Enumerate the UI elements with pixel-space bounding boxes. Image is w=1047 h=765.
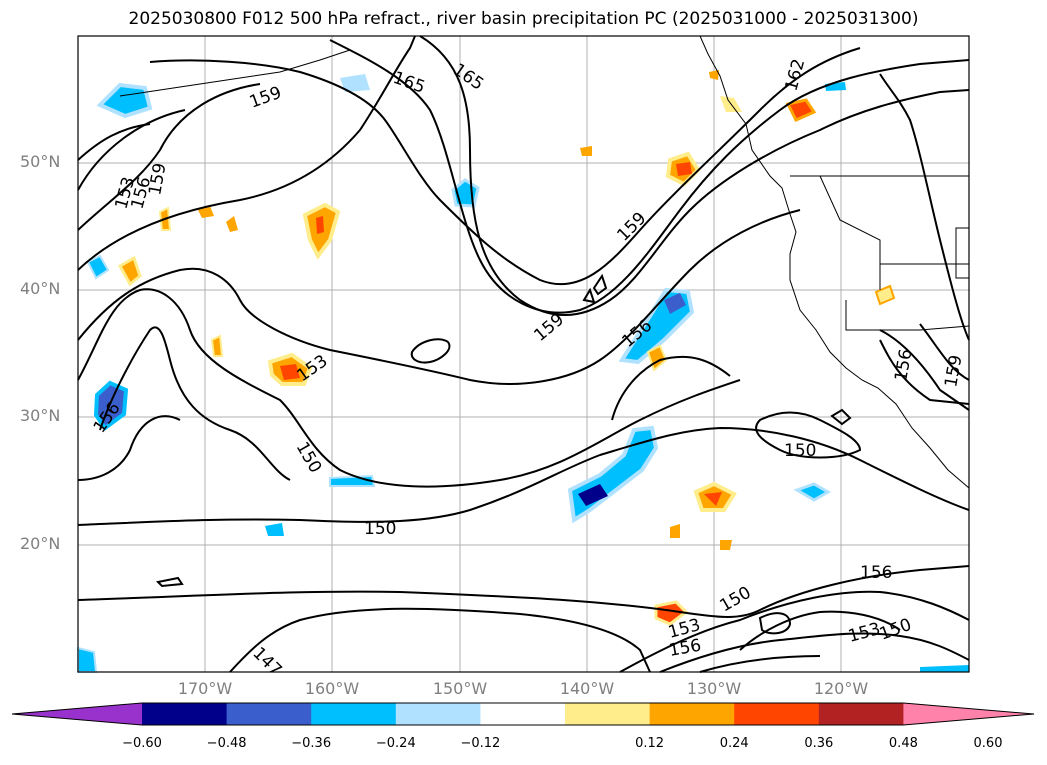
precip-shading	[77, 70, 969, 673]
contour-label: 156	[860, 563, 892, 583]
colorbar-segment	[311, 703, 397, 725]
lon-label: 150°W	[432, 679, 488, 698]
colorbar-segment	[649, 703, 735, 725]
colorbar-tick-label: −0.24	[375, 736, 416, 751]
contour-label: 150	[364, 519, 396, 539]
lat-label: 20°N	[20, 534, 61, 553]
lat-label: 40°N	[20, 279, 61, 298]
coastlines	[119, 35, 970, 489]
lat-label: 50°N	[20, 152, 61, 171]
colorbar-segment	[818, 703, 904, 725]
colorbar-tick-label: −0.12	[460, 736, 501, 751]
lon-label: 120°W	[813, 679, 869, 698]
colorbar-tick-label: 0.48	[888, 736, 918, 751]
colorbar-tick-label: −0.36	[291, 736, 332, 751]
colorbar-tick-label: 0.60	[973, 736, 1003, 751]
lat-label: 30°N	[20, 406, 61, 425]
lon-label: 130°W	[686, 679, 742, 698]
colorbar-tick-label: −0.60	[122, 736, 162, 751]
refractivity-contours	[77, 35, 970, 673]
colorbar-tick-label: 0.12	[635, 736, 665, 751]
colorbar-extend-min	[12, 703, 142, 725]
colorbar-tick-label: 0.36	[804, 736, 834, 751]
colorbar-segment	[226, 703, 312, 725]
colorbar-tick-label: 0.24	[719, 736, 749, 751]
colorbar-segment	[565, 703, 651, 725]
gridlines	[78, 36, 969, 672]
colorbar-extend-max	[903, 703, 1034, 725]
lon-label: 140°W	[559, 679, 615, 698]
colorbar-segment	[395, 703, 481, 725]
colorbar-tick-label: −0.48	[206, 736, 247, 751]
colorbar-segment	[142, 703, 228, 725]
lon-label: 160°W	[304, 679, 360, 698]
colorbar-segment	[480, 703, 566, 725]
map-title: 2025030800 F012 500 hPa refract., river …	[128, 9, 919, 29]
map-frame	[77, 35, 970, 673]
colorbar-segment	[734, 703, 820, 725]
contour-labels: 165 165 162 159 159 153 156 159 156 153 …	[90, 57, 967, 681]
contour-label: 150	[784, 441, 816, 461]
lon-label: 170°W	[177, 679, 233, 698]
